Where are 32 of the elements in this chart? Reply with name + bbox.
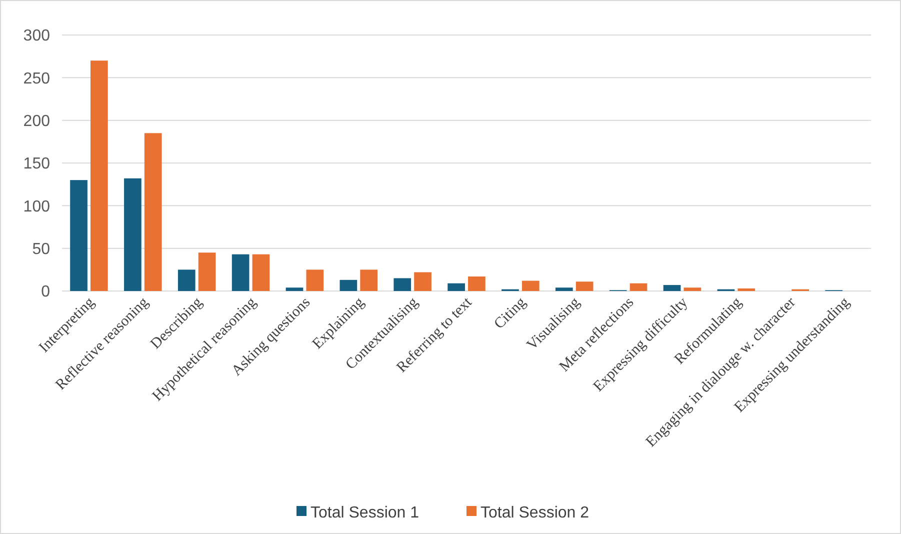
bar	[360, 270, 378, 291]
bar	[414, 272, 432, 291]
y-tick-label: 50	[32, 240, 50, 258]
bar	[124, 178, 142, 291]
bar	[306, 270, 324, 291]
y-tick-label: 100	[23, 198, 50, 216]
legend-label: Total Session 1	[310, 504, 420, 522]
bar	[738, 288, 756, 291]
bar	[340, 280, 358, 291]
y-tick-label: 250	[23, 70, 50, 88]
bar	[448, 283, 465, 291]
bar	[144, 133, 162, 291]
bar	[70, 180, 88, 291]
bar	[663, 285, 681, 291]
y-tick-label: 150	[23, 156, 50, 173]
bar	[252, 254, 270, 291]
bar	[522, 280, 540, 291]
bar	[198, 252, 216, 291]
bar	[394, 278, 412, 291]
bar	[178, 270, 196, 291]
bar	[468, 276, 486, 291]
bar	[232, 254, 250, 291]
bar	[630, 283, 648, 291]
bar	[684, 288, 702, 291]
bar	[576, 282, 594, 291]
bar	[555, 288, 573, 291]
y-tick-label: 300	[23, 28, 50, 45]
bar	[90, 60, 108, 291]
legend-label: Total Session 2	[480, 504, 590, 522]
bar	[286, 288, 304, 291]
y-tick-label: 0	[41, 284, 50, 301]
y-tick-label: 200	[23, 112, 50, 130]
